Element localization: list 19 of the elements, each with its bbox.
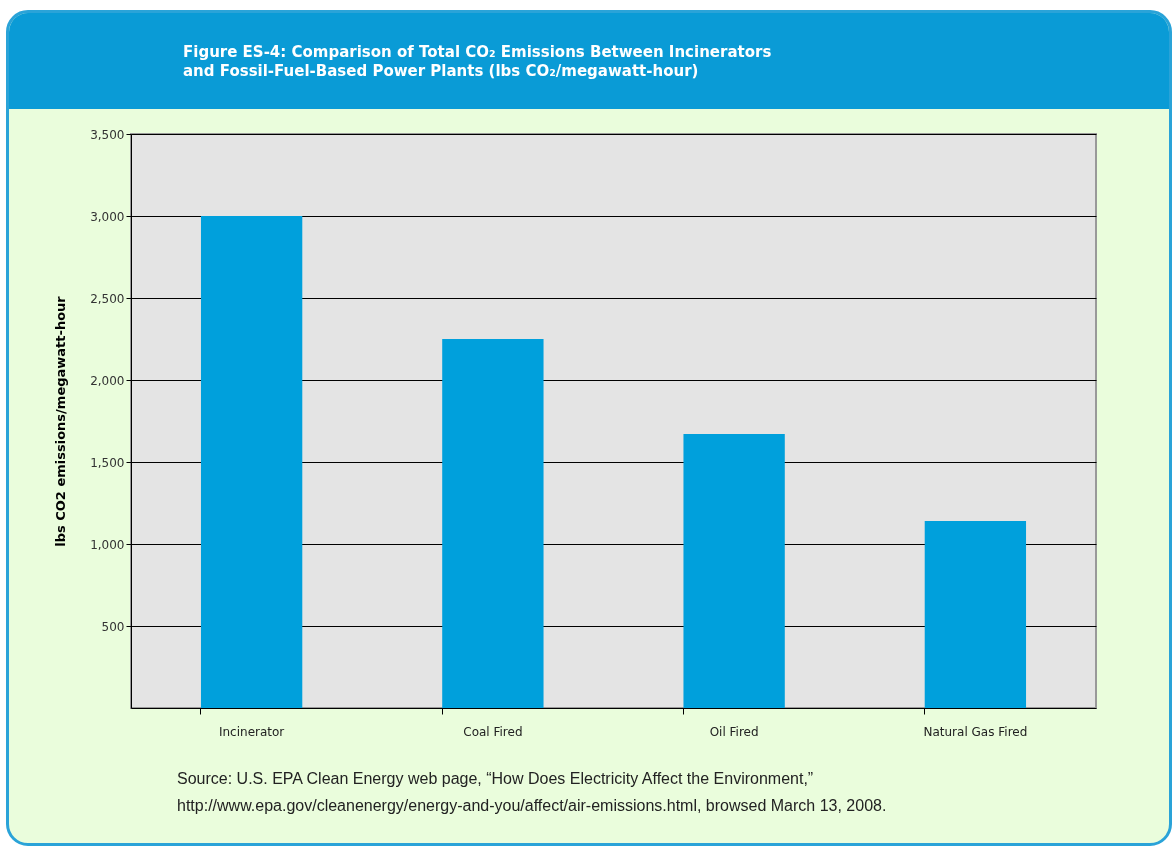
bar: [442, 339, 544, 708]
bar: [200, 216, 303, 708]
chart-title: Figure ES-4: Comparison of Total CO₂ Emissions Between Incinerators and Fossil-Fuel-Based Power Plants (lbs CO₂/megawatt-hour): [183, 43, 773, 81]
y-tick-label: 2,500: [90, 291, 125, 306]
text: http://www.epa.gov/cleanenergy/energy-and-you/affect/air-emissions.html, browsed March 13, 2008.: [177, 796, 887, 816]
y-tick-label: 3,500: [90, 127, 125, 142]
y-tick-label: 3,000: [90, 209, 125, 224]
y-axis-title: lbs CO2 emissions/megawatt-hour: [53, 295, 69, 547]
x-tick-label: Natural Gas Fired: [923, 724, 1028, 739]
y-tick-label: 500: [101, 619, 125, 634]
bar: [683, 434, 785, 708]
source-note: Source: U.S. EPA Clean Energy web page, “How Does Electricity Affect the Environment,”: [177, 769, 815, 789]
x-tick-label: Incinerator: [218, 724, 285, 739]
y-tick-label: 1,000: [90, 537, 125, 552]
x-tick-label: Oil Fired: [709, 724, 759, 739]
x-tick-label: Coal Fired: [463, 724, 523, 739]
bar: [924, 521, 1027, 708]
y-tick-label: 2,000: [90, 373, 125, 388]
y-tick-label: 1,500: [90, 455, 125, 470]
